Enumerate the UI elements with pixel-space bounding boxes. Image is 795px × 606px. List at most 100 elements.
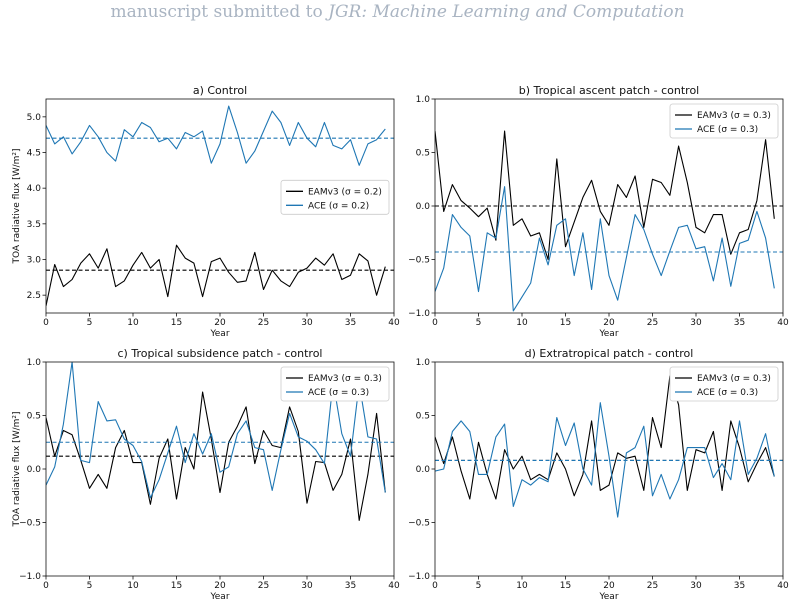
- x-tick-label: 30: [301, 318, 313, 328]
- x-tick-label: 25: [258, 581, 269, 591]
- chart-panel-2: b) Tropical ascent patch - control 0 5 10 15…: [408, 84, 789, 339]
- legend-box: [280, 366, 390, 402]
- series-group: [435, 375, 783, 518]
- series-group: [46, 362, 394, 521]
- y-tick-label: 0.5: [416, 412, 430, 422]
- x-tick-label: 10: [516, 581, 528, 591]
- y-tick-label: 1.0: [27, 358, 42, 368]
- chart-panel-3: c) Tropical subsidence patch - control 0 5…: [12, 347, 400, 602]
- x-tick-label: 35: [345, 318, 356, 328]
- x-axis-label: Year: [209, 592, 229, 602]
- chart-panel-4: d) Extratropical patch - control 0 5 10 15 20…: [408, 347, 789, 602]
- x-tick-label: 15: [560, 581, 571, 591]
- legend: EAMv3 (σ = 0.3) ACE (σ = 0.3): [669, 103, 779, 139]
- x-tick-label: 35: [345, 581, 356, 591]
- y-tick-label: −0.5: [19, 519, 41, 529]
- legend-entry: EAMv3 (σ = 0.3): [308, 374, 382, 384]
- x-tick-label: 0: [432, 318, 438, 328]
- y-tick-label: 1.0: [416, 358, 431, 368]
- x-axis-label: Year: [598, 329, 618, 339]
- y-tick-label: 0.5: [27, 412, 41, 422]
- series-line-eamv3: [46, 244, 386, 307]
- x-tick-label: 40: [777, 581, 789, 591]
- legend-entry: ACE (σ = 0.2): [308, 201, 369, 211]
- chart-title: c) Tropical subsidence patch - control: [118, 347, 323, 360]
- series-group: [435, 130, 783, 312]
- x-tick-label: 20: [214, 581, 226, 591]
- x-tick-label: 15: [171, 318, 182, 328]
- y-tick-label: −1.0: [408, 572, 430, 582]
- manuscript-header: manuscript submitted to JGR: Machine Lea…: [0, 2, 795, 22]
- x-tick-label: 5: [87, 581, 93, 591]
- series-line-ace: [46, 362, 386, 499]
- x-tick-label: 10: [127, 318, 139, 328]
- series-line-ace: [435, 186, 775, 312]
- chart-title: d) Extratropical patch - control: [525, 347, 694, 360]
- legend: EAMv3 (σ = 0.2) ACE (σ = 0.2): [280, 179, 390, 215]
- plot-frame: [45, 98, 395, 314]
- y-axis-label: TOA radiative flux [W/m²]: [12, 148, 22, 264]
- x-tick-label: 5: [476, 318, 482, 328]
- y-tick-label: 3.5: [27, 220, 41, 230]
- series-line-eamv3: [46, 391, 386, 521]
- y-tick-label: 0.5: [416, 149, 430, 159]
- x-tick-label: 25: [647, 581, 658, 591]
- y-tick-label: 0.0: [27, 465, 42, 475]
- x-axis-label: Year: [209, 329, 229, 339]
- x-tick-label: 30: [690, 318, 702, 328]
- series-group: [46, 105, 394, 307]
- legend-entry: ACE (σ = 0.3): [697, 388, 758, 398]
- y-tick-label: −0.5: [408, 519, 430, 529]
- manuscript-header-journal: JGR: Machine Learning and Computation: [328, 2, 685, 22]
- x-tick-label: 15: [171, 581, 182, 591]
- legend: EAMv3 (σ = 0.3) ACE (σ = 0.3): [669, 366, 779, 402]
- plot-frame: [45, 361, 395, 577]
- x-tick-label: 25: [258, 318, 269, 328]
- legend-entry: ACE (σ = 0.3): [697, 125, 758, 135]
- legend-box: [669, 103, 779, 139]
- chart-title: a) Control: [193, 84, 247, 97]
- x-tick-label: 35: [734, 318, 745, 328]
- x-tick-label: 5: [87, 318, 93, 328]
- series-line-eamv3: [435, 130, 775, 261]
- x-tick-label: 40: [388, 581, 400, 591]
- x-axis-label: Year: [598, 592, 618, 602]
- x-tick-label: 25: [647, 318, 658, 328]
- x-tick-label: 0: [43, 318, 49, 328]
- series-line-ace: [46, 105, 386, 166]
- y-tick-label: −1.0: [408, 309, 430, 319]
- x-tick-label: 5: [476, 581, 482, 591]
- y-tick-label: −1.0: [19, 572, 41, 582]
- x-tick-label: 0: [43, 581, 49, 591]
- plot-frame: [434, 361, 784, 577]
- y-tick-label: 1.0: [416, 95, 431, 105]
- x-tick-label: 20: [214, 318, 226, 328]
- legend-entry: ACE (σ = 0.3): [308, 388, 369, 398]
- y-tick-label: −0.5: [408, 256, 430, 266]
- x-tick-label: 40: [777, 318, 789, 328]
- x-tick-label: 20: [603, 318, 615, 328]
- x-tick-label: 30: [690, 581, 702, 591]
- x-tick-label: 15: [560, 318, 571, 328]
- legend-entry: EAMv3 (σ = 0.3): [697, 374, 771, 384]
- legend-entry: EAMv3 (σ = 0.3): [697, 111, 771, 121]
- x-tick-label: 35: [734, 581, 745, 591]
- plot-frame: [434, 98, 784, 314]
- x-tick-label: 40: [388, 318, 400, 328]
- series-line-ace: [435, 402, 775, 518]
- x-tick-label: 20: [603, 581, 615, 591]
- y-tick-label: 2.5: [27, 291, 41, 301]
- x-tick-label: 10: [516, 318, 528, 328]
- y-tick-label: 3.0: [27, 256, 42, 266]
- legend: EAMv3 (σ = 0.3) ACE (σ = 0.3): [280, 366, 390, 402]
- y-tick-label: 0.0: [416, 465, 431, 475]
- x-tick-label: 0: [432, 581, 438, 591]
- legend-box: [669, 366, 779, 402]
- chart-title: b) Tropical ascent patch - control: [519, 84, 699, 97]
- y-tick-label: 5.0: [27, 113, 42, 123]
- x-tick-label: 10: [127, 581, 139, 591]
- legend-entry: EAMv3 (σ = 0.2): [308, 187, 382, 197]
- y-tick-label: 4.5: [27, 149, 41, 159]
- manuscript-header-prefix: manuscript submitted to: [110, 2, 329, 22]
